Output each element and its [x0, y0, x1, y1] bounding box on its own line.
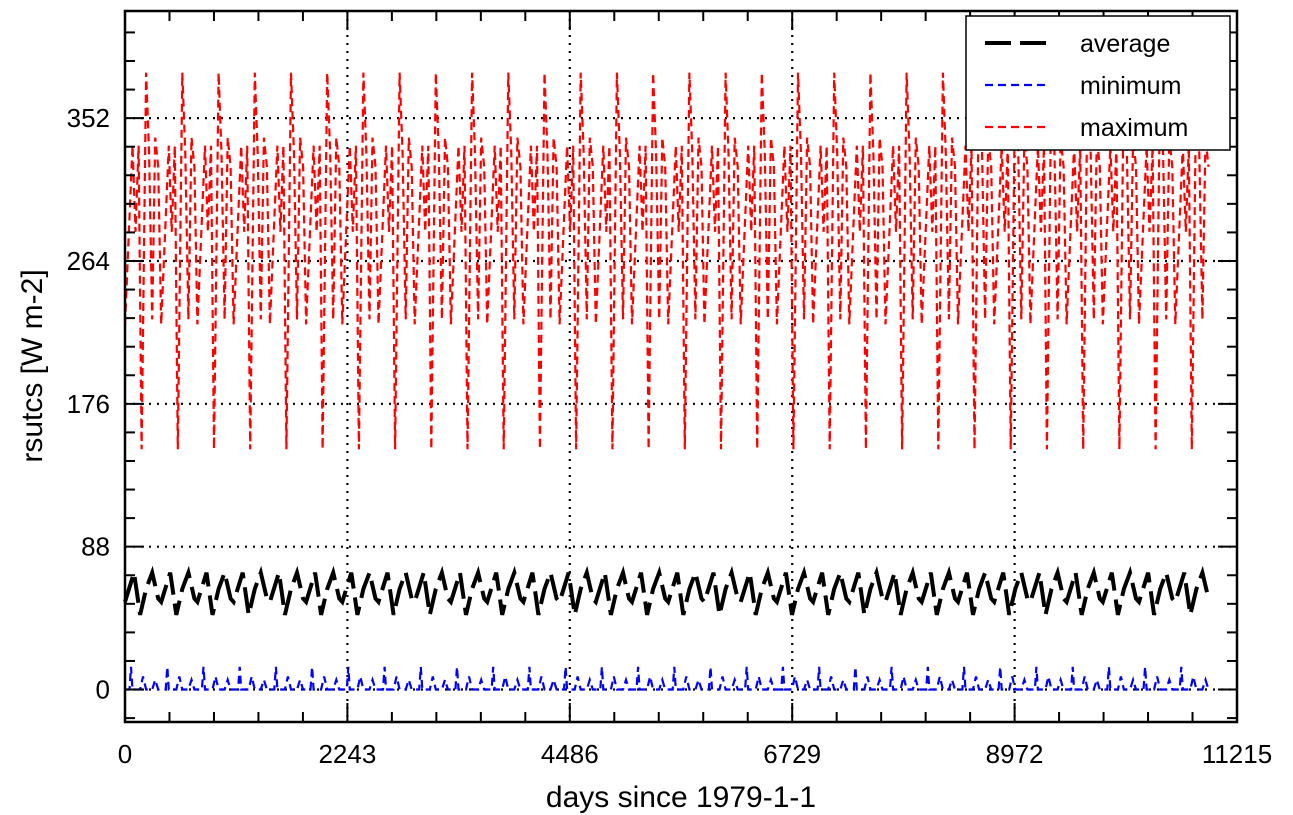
x-tick-label: 11215 — [1202, 739, 1272, 769]
y-tick-label: 176 — [67, 389, 110, 419]
legend-label-maximum: maximum — [1080, 114, 1188, 142]
y-axis-label: rsutcs [W m-2] — [16, 269, 49, 462]
plot-frame — [123, 9, 1239, 724]
series-line-minimum — [125, 666, 1210, 691]
y-tick-label: 352 — [67, 103, 110, 133]
x-axis-label: days since 1979-1-1 — [546, 781, 816, 814]
y-tick-label: 264 — [67, 246, 110, 276]
legend-label-minimum: minimum — [1080, 72, 1181, 100]
x-tick-label: 8972 — [986, 739, 1044, 769]
y-tick-label: 88 — [81, 532, 110, 562]
x-tick-label: 0 — [118, 739, 132, 769]
series-line-maximum — [123, 72, 1210, 450]
x-tick-label: 4486 — [541, 739, 599, 769]
legend-label-average: average — [1080, 30, 1170, 58]
y-tick-label: 0 — [96, 675, 110, 705]
x-tick-label: 6729 — [763, 739, 821, 769]
series-line-average — [123, 565, 1211, 616]
legend: average minimum maximum — [965, 15, 1231, 151]
data-series — [123, 72, 1211, 691]
tick-labels: 0 2243 4486 6729 8972 11215 0 88 176 264 352 — [67, 103, 1273, 769]
x-tick-label: 2243 — [318, 739, 376, 769]
legend-box — [965, 15, 1231, 151]
